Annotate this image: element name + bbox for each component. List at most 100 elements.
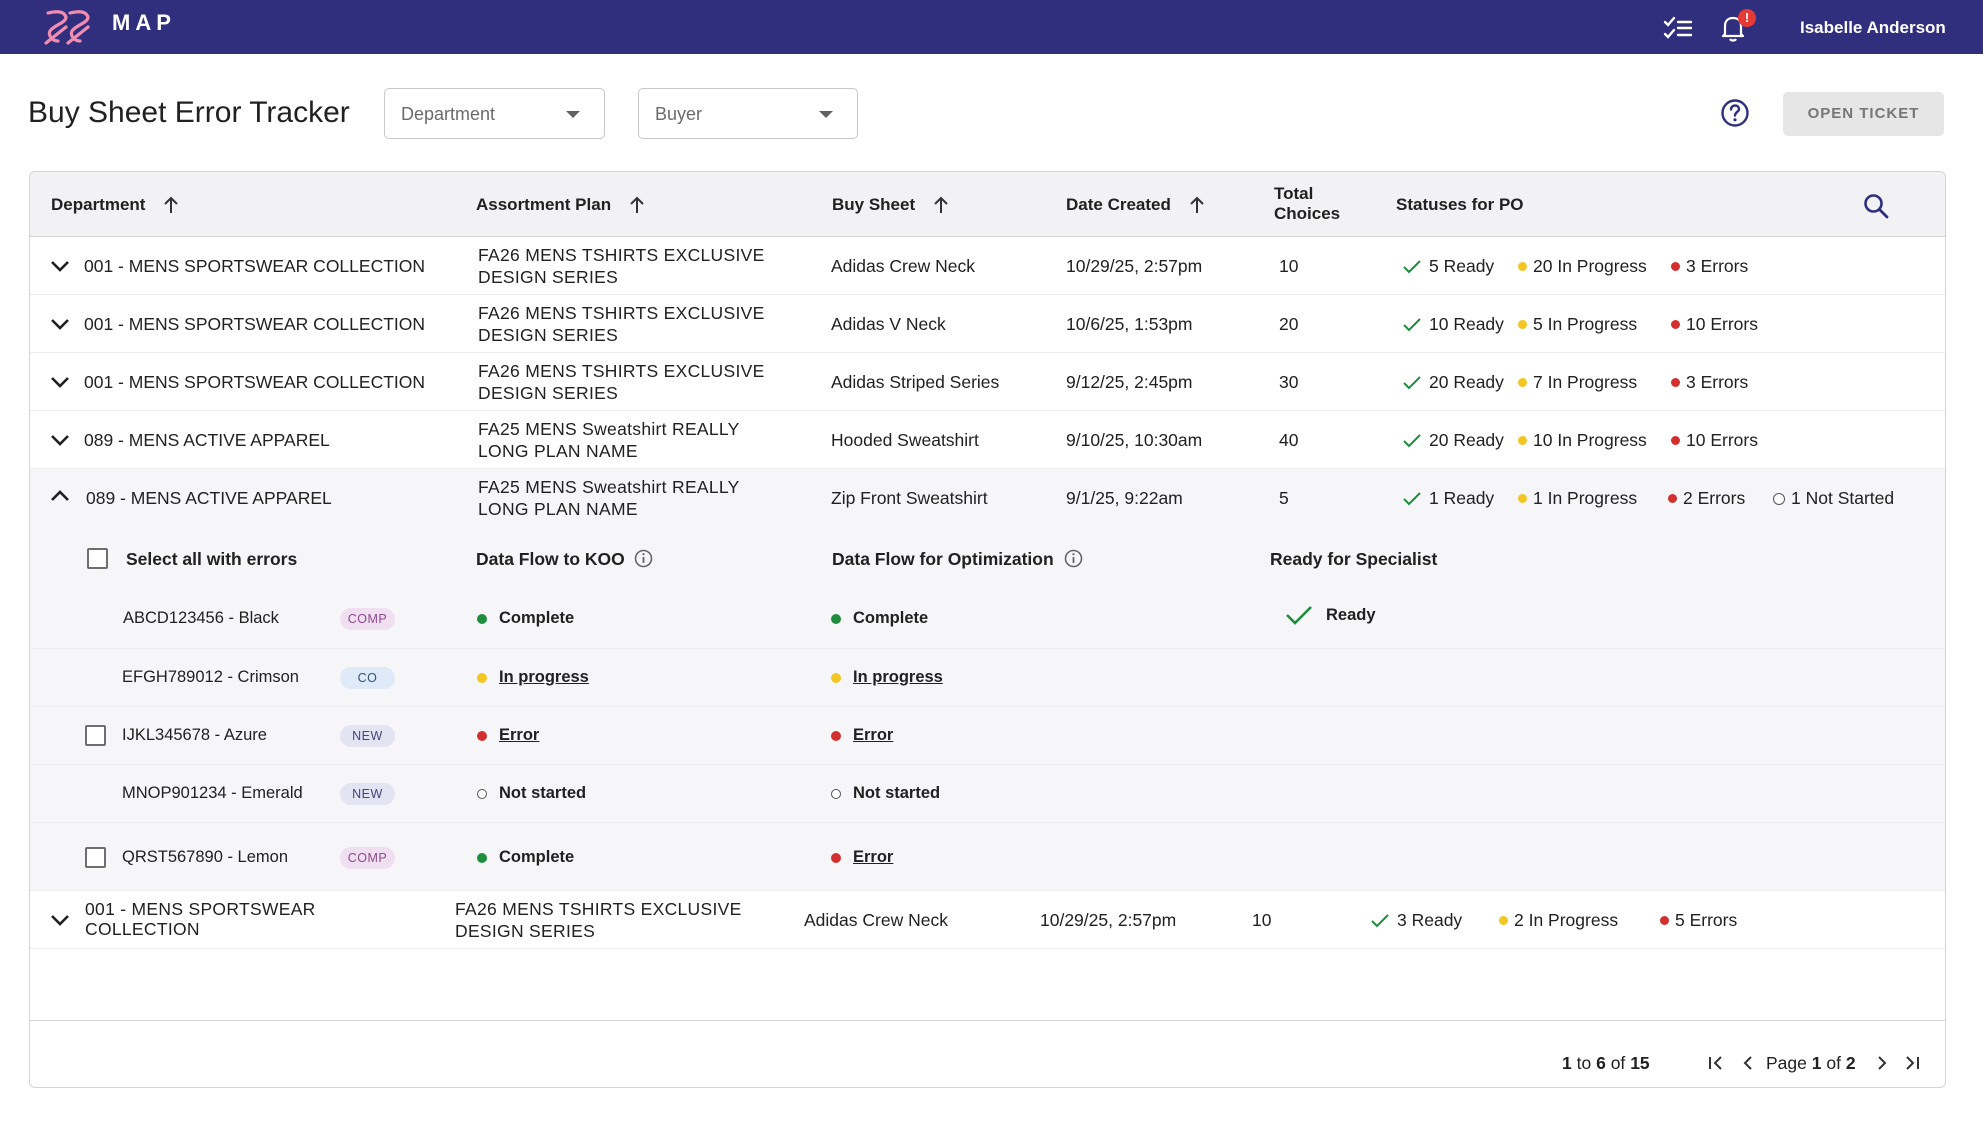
- chevron-down-icon[interactable]: [50, 375, 70, 389]
- buy-sheet-cell[interactable]: Adidas Crew Neck: [804, 910, 948, 930]
- column-header-department[interactable]: Department: [51, 195, 179, 215]
- plan-line-2: LONG PLAN NAME: [478, 499, 638, 519]
- column-header-buy-sheet[interactable]: Buy Sheet: [832, 195, 949, 215]
- open-circle-icon: [1773, 492, 1785, 505]
- chevron-down-icon[interactable]: [50, 433, 70, 447]
- table-row[interactable]: 001 - MENS SPORTSWEAR COLLECTION FA26 MEN…: [30, 891, 1945, 949]
- notification-badge: !: [1738, 9, 1756, 27]
- buy-sheet-cell[interactable]: Hooded Sweatshirt: [831, 430, 979, 450]
- yellow-dot-icon: [477, 672, 487, 683]
- subheader-specialist: Ready for Specialist: [1270, 549, 1438, 569]
- status-errors: 2 Errors: [1668, 488, 1745, 509]
- status-errors-label: 10 Errors: [1686, 314, 1758, 334]
- status-errors: 10 Errors: [1671, 430, 1758, 451]
- buy-sheet-cell[interactable]: Adidas Striped Series: [831, 372, 1000, 392]
- status-in-progress: 2 In Progress: [1499, 910, 1618, 931]
- sort-ascending-icon[interactable]: [1189, 196, 1205, 214]
- previous-page-icon[interactable]: [1738, 1053, 1758, 1073]
- optimization-status[interactable]: In progress: [831, 668, 943, 687]
- sub-item-row[interactable]: MNOP901234 - Emerald NEW Not started Not…: [30, 765, 1945, 823]
- status-not-started-label: 1 Not Started: [1791, 488, 1895, 508]
- status-not-started: 1 Not Started: [1773, 488, 1894, 509]
- search-icon[interactable]: [1862, 192, 1890, 220]
- column-header-assortment-plan[interactable]: Assortment Plan: [476, 195, 645, 215]
- buy-sheet-table: Department Assortment Plan Buy Sheet Dat…: [29, 171, 1946, 1088]
- sub-item-row[interactable]: ABCD123456 - Black COMP Complete Complet…: [30, 589, 1945, 649]
- info-icon[interactable]: [634, 549, 653, 568]
- select-all-checkbox[interactable]: [87, 548, 108, 569]
- optimization-status-link[interactable]: Error: [853, 848, 894, 866]
- chevron-down-icon[interactable]: [50, 259, 70, 273]
- status-ready-label: 1 Ready: [1429, 488, 1495, 508]
- pagination-summary: 1 to 6 of 15: [1562, 1053, 1650, 1074]
- chevron-down-icon[interactable]: [50, 913, 70, 927]
- chevron-up-icon[interactable]: [50, 489, 70, 503]
- koo-status[interactable]: Error: [477, 726, 539, 745]
- last-page-icon[interactable]: [1902, 1053, 1922, 1073]
- optimization-status-link[interactable]: Error: [853, 726, 894, 744]
- buy-sheet-cell[interactable]: Adidas Crew Neck: [831, 256, 975, 276]
- item-checkbox[interactable]: [85, 847, 106, 868]
- chevron-down-icon[interactable]: [50, 317, 70, 331]
- buy-sheet-cell[interactable]: Adidas V Neck: [831, 314, 946, 334]
- sort-ascending-icon[interactable]: [933, 196, 949, 214]
- status-in-progress: 10 In Progress: [1518, 430, 1647, 451]
- item-name: QRST567890 - Lemon: [122, 848, 289, 866]
- table-row[interactable]: 001 - MENS SPORTSWEAR COLLECTION FA26 ME…: [30, 295, 1945, 353]
- status-errors: 10 Errors: [1671, 314, 1758, 335]
- status-ready: 3 Ready: [1371, 910, 1462, 931]
- help-icon[interactable]: [1720, 98, 1750, 128]
- buyer-select[interactable]: Buyer: [638, 88, 858, 139]
- app-logo[interactable]: MAP: [44, 6, 176, 48]
- koo-status[interactable]: In progress: [477, 668, 589, 687]
- status-badge: NEW: [340, 725, 395, 747]
- optimization-status: Not started: [831, 784, 940, 803]
- optimization-status[interactable]: Error: [831, 726, 893, 745]
- table-row-expanded[interactable]: 089 - MENS ACTIVE APPAREL FA25 MENS Swea…: [30, 469, 1945, 527]
- column-header-label: Buy Sheet: [832, 195, 916, 214]
- user-name[interactable]: Isabelle Anderson: [1800, 18, 1946, 37]
- koo-status: Not started: [477, 784, 586, 803]
- sub-item-row[interactable]: IJKL345678 - Azure NEW Error Error: [30, 707, 1945, 765]
- date-created-cell: 9/12/25, 2:45pm: [1066, 372, 1193, 392]
- select-all-label: Select all with errors: [126, 549, 298, 569]
- koo-status-link[interactable]: Error: [499, 726, 540, 744]
- info-icon[interactable]: [1064, 549, 1083, 568]
- tasks-checklist-icon[interactable]: [1663, 14, 1693, 42]
- table-row[interactable]: 001 - MENS SPORTSWEAR COLLECTION FA26 ME…: [30, 353, 1945, 411]
- optimization-status[interactable]: Error: [831, 848, 893, 867]
- first-page-icon[interactable]: [1706, 1053, 1726, 1073]
- status-errors-label: 2 Errors: [1683, 488, 1746, 508]
- total-choices-cell: 10: [1252, 910, 1272, 930]
- koo-status-label: Complete: [499, 848, 575, 866]
- koo-status-label: Complete: [499, 609, 575, 627]
- open-ticket-button[interactable]: OPEN TICKET: [1783, 92, 1944, 136]
- plan-line-1: FA25 MENS Sweatshirt REALLY: [478, 419, 740, 439]
- logo-mark-icon: [44, 10, 90, 45]
- sub-item-row[interactable]: QRST567890 - Lemon COMP Complete Error: [30, 823, 1945, 891]
- page-word: Page: [1766, 1053, 1807, 1073]
- yellow-dot-icon: [1518, 494, 1527, 503]
- table-header: Department Assortment Plan Buy Sheet Dat…: [30, 172, 1945, 237]
- plan-line-1: FA26 MENS TSHIRTS EXCLUSIVE: [478, 361, 765, 381]
- range-total: 15: [1630, 1053, 1650, 1073]
- page-indicator: Page 1 of 2: [1766, 1053, 1856, 1074]
- sort-ascending-icon[interactable]: [163, 196, 179, 214]
- sort-ascending-icon[interactable]: [629, 196, 645, 214]
- item-checkbox[interactable]: [85, 725, 106, 746]
- optimization-status-link[interactable]: In progress: [853, 668, 943, 686]
- column-header-total-choices[interactable]: Total Choices: [1274, 184, 1340, 224]
- status-in-progress-label: 1 In Progress: [1533, 488, 1638, 508]
- sub-item-row[interactable]: EFGH789012 - Crimson CO In progress In p…: [30, 649, 1945, 707]
- table-row[interactable]: 001 - MENS SPORTSWEAR COLLECTION FA26 ME…: [30, 237, 1945, 295]
- column-header-date-created[interactable]: Date Created: [1066, 195, 1205, 215]
- status-ready: 20 Ready: [1403, 372, 1504, 393]
- notification-bell-icon[interactable]: [1718, 14, 1748, 42]
- table-row[interactable]: 089 - MENS ACTIVE APPAREL FA25 MENS Swea…: [30, 411, 1945, 469]
- koo-status-link[interactable]: In progress: [499, 668, 589, 686]
- status-badge: NEW: [340, 783, 395, 805]
- buy-sheet-cell[interactable]: Zip Front Sweatshirt: [831, 488, 988, 508]
- optimization-status-label: Complete: [853, 609, 929, 627]
- next-page-icon[interactable]: [1872, 1053, 1892, 1073]
- department-select[interactable]: Department: [384, 88, 605, 139]
